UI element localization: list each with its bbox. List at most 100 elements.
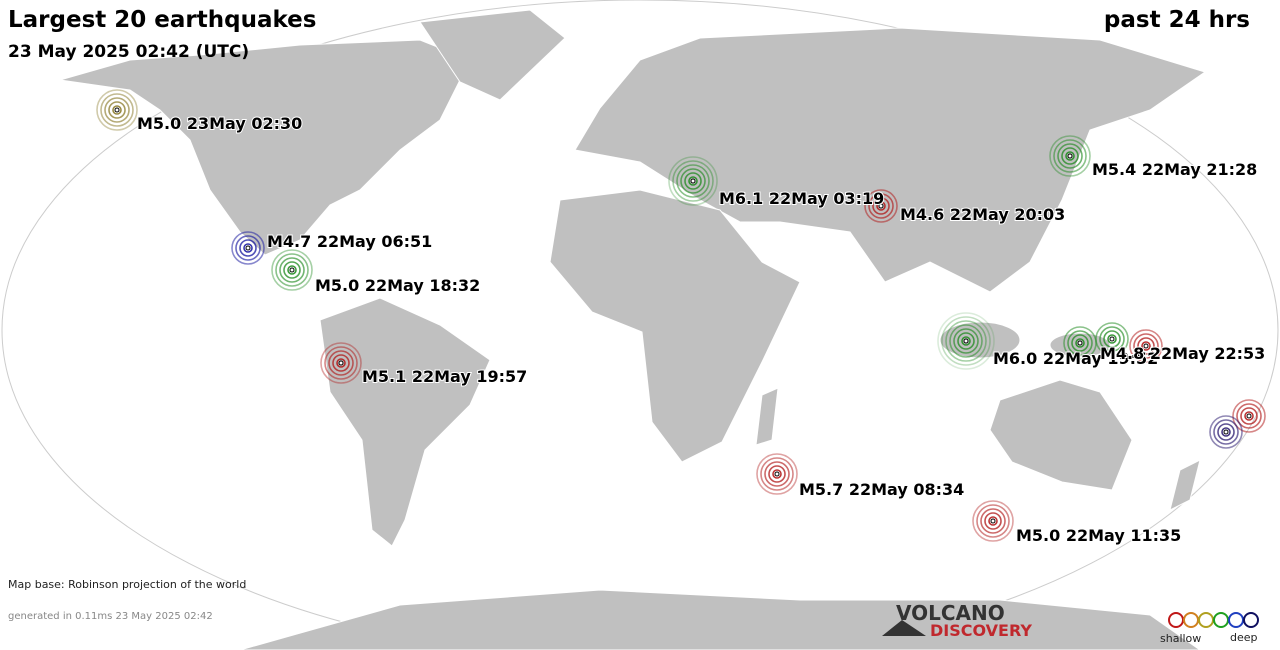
ring bbox=[1213, 419, 1239, 445]
ring bbox=[328, 350, 354, 376]
ring bbox=[945, 320, 987, 362]
ring bbox=[271, 249, 313, 291]
ring bbox=[1217, 423, 1235, 441]
ring bbox=[1053, 139, 1087, 173]
logo-line1: VOLCANO bbox=[896, 601, 1005, 625]
ring bbox=[1103, 330, 1121, 348]
legend-shallow: shallow bbox=[1160, 632, 1201, 645]
ring bbox=[937, 312, 995, 370]
ring bbox=[941, 316, 991, 366]
ring bbox=[961, 336, 971, 346]
ring bbox=[756, 453, 798, 495]
epicenter bbox=[289, 267, 295, 273]
logo-icon bbox=[882, 620, 926, 636]
quake-label: M4.7 22May 06:51 bbox=[267, 232, 432, 251]
quake-label: M5.0 22May 11:35 bbox=[1016, 526, 1181, 545]
quake-marker bbox=[864, 189, 898, 223]
ring bbox=[949, 324, 983, 358]
epicenter bbox=[1143, 343, 1149, 349]
epicenter bbox=[690, 178, 696, 184]
period: past 24 hrs bbox=[1104, 7, 1250, 33]
ring bbox=[1221, 427, 1231, 437]
quake-marker bbox=[1049, 135, 1091, 177]
ring bbox=[1141, 341, 1151, 351]
ring bbox=[980, 508, 1006, 534]
ring bbox=[760, 457, 794, 491]
epicenter bbox=[1223, 429, 1229, 435]
ring bbox=[1107, 334, 1117, 344]
ring bbox=[332, 354, 350, 372]
ring bbox=[1129, 329, 1163, 363]
ring bbox=[768, 465, 786, 483]
timestamp: 23 May 2025 02:42 (UTC) bbox=[8, 42, 249, 62]
quake-label: M5.1 22May 19:57 bbox=[362, 367, 527, 386]
quake-label: M5.4 22May 21:28 bbox=[1092, 160, 1257, 179]
ring bbox=[957, 332, 975, 350]
epicenter bbox=[963, 338, 969, 344]
ring bbox=[1061, 147, 1079, 165]
ring bbox=[1209, 415, 1243, 449]
ring bbox=[1099, 326, 1125, 352]
ring bbox=[1071, 334, 1089, 352]
ring bbox=[688, 176, 698, 186]
quake-marker bbox=[668, 156, 718, 206]
ring bbox=[976, 504, 1010, 538]
ring bbox=[684, 172, 702, 190]
ring bbox=[112, 105, 122, 115]
legend-deep: deep bbox=[1230, 631, 1258, 644]
epicenter bbox=[114, 107, 120, 113]
earthquake-layer: M5.0 23May 02:30 M6.1 22May 03:19 M4.6 22M… bbox=[96, 89, 1266, 546]
quake-marker bbox=[231, 231, 265, 265]
quake-marker bbox=[320, 342, 362, 384]
ring bbox=[972, 500, 1014, 542]
ring bbox=[279, 257, 305, 283]
ring bbox=[275, 253, 309, 287]
ring bbox=[336, 358, 346, 368]
ring bbox=[239, 239, 257, 257]
ring bbox=[104, 97, 130, 123]
quake-label: M5.7 22May 08:34 bbox=[799, 480, 964, 499]
ring bbox=[1095, 322, 1129, 356]
logo-line2: DISCOVERY bbox=[930, 621, 1032, 640]
epicenter bbox=[338, 360, 344, 366]
ring bbox=[324, 346, 358, 380]
ring bbox=[320, 342, 362, 384]
ring bbox=[1236, 403, 1262, 429]
ring bbox=[1137, 337, 1155, 355]
generated: generated in 0.11ms 23 May 2025 02:42 bbox=[8, 611, 213, 622]
map-base: Map base: Robinson projection of the wor… bbox=[8, 578, 246, 591]
ring bbox=[864, 189, 898, 223]
epicenter bbox=[245, 245, 251, 251]
ring bbox=[235, 235, 261, 261]
ring bbox=[1240, 407, 1258, 425]
quake-marker bbox=[756, 453, 798, 495]
epicenter bbox=[1246, 413, 1252, 419]
ring bbox=[1232, 399, 1266, 433]
ring bbox=[1049, 135, 1091, 177]
title: Largest 20 earthquakes bbox=[8, 7, 316, 33]
quake-marker bbox=[96, 89, 138, 131]
ring bbox=[1075, 338, 1085, 348]
epicenter bbox=[1067, 153, 1073, 159]
ring bbox=[984, 512, 1002, 530]
ring bbox=[680, 168, 706, 194]
ring bbox=[988, 516, 998, 526]
ring bbox=[231, 231, 265, 265]
epicenter bbox=[990, 518, 996, 524]
quake-marker bbox=[1232, 399, 1266, 433]
epicenter bbox=[1077, 340, 1083, 346]
epicenter bbox=[774, 471, 780, 477]
ring bbox=[676, 164, 710, 198]
ring bbox=[1067, 330, 1093, 356]
ring bbox=[1133, 333, 1159, 359]
quake-label: M6.0 22May 19:52 bbox=[993, 349, 1158, 368]
quake-label: M5.0 23May 02:30 bbox=[137, 114, 302, 133]
ring bbox=[672, 160, 714, 202]
ring bbox=[772, 469, 782, 479]
quake-label: M6.1 22May 03:19 bbox=[719, 189, 884, 208]
quake-label: M5.0 22May 18:32 bbox=[315, 276, 480, 295]
land bbox=[59, 9, 1207, 650]
epicenter bbox=[1109, 336, 1115, 342]
quake-marker bbox=[972, 500, 1014, 542]
ring bbox=[287, 265, 297, 275]
